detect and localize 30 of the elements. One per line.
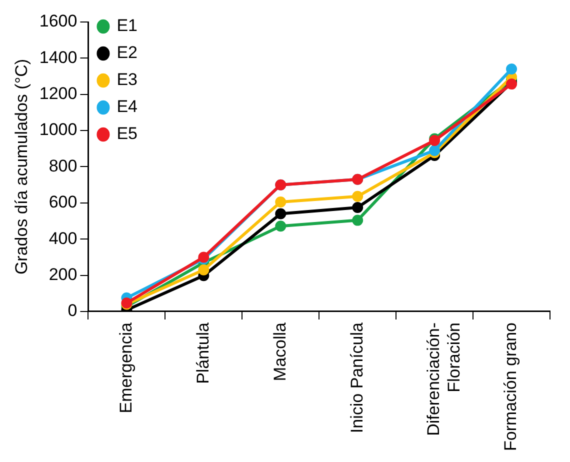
x-tick-label: Inicio Panícula: [347, 322, 366, 434]
legend-label: E2: [116, 43, 138, 62]
point: [352, 202, 364, 213]
point: [198, 264, 210, 276]
y-tick-label: 800: [48, 156, 78, 176]
y-tick-label: 1200: [39, 84, 78, 104]
x-tick-label: Formación grano: [501, 322, 520, 452]
y-tick-label: 400: [48, 228, 78, 248]
y-tick-label: 0: [68, 301, 78, 320]
x-tick-label: Plántula: [193, 322, 212, 384]
legend-label: E5: [116, 124, 138, 144]
y-tick-label: 200: [48, 264, 78, 284]
x-tick-label: Diferenciación- Floración: [424, 322, 464, 436]
point: [352, 214, 364, 226]
point: [275, 220, 286, 232]
x-tick-label: Macolla: [270, 322, 290, 382]
point: [352, 190, 364, 202]
point: [506, 64, 518, 75]
point: [275, 196, 286, 208]
point: [429, 144, 440, 156]
y-tick-label: 1600: [39, 12, 78, 31]
legend-label: E1: [116, 16, 138, 36]
y-tick-label: 1000: [39, 120, 78, 140]
x-tick-label: Emergencia: [116, 322, 136, 414]
legend-label: E3: [116, 70, 138, 90]
legend-label: E4: [116, 97, 138, 116]
y-tick-label: 600: [48, 192, 78, 212]
point: [275, 208, 286, 220]
y-tick-label: 1400: [39, 48, 78, 67]
y-axis-title: Grados día acumulados (°C): [12, 58, 31, 275]
